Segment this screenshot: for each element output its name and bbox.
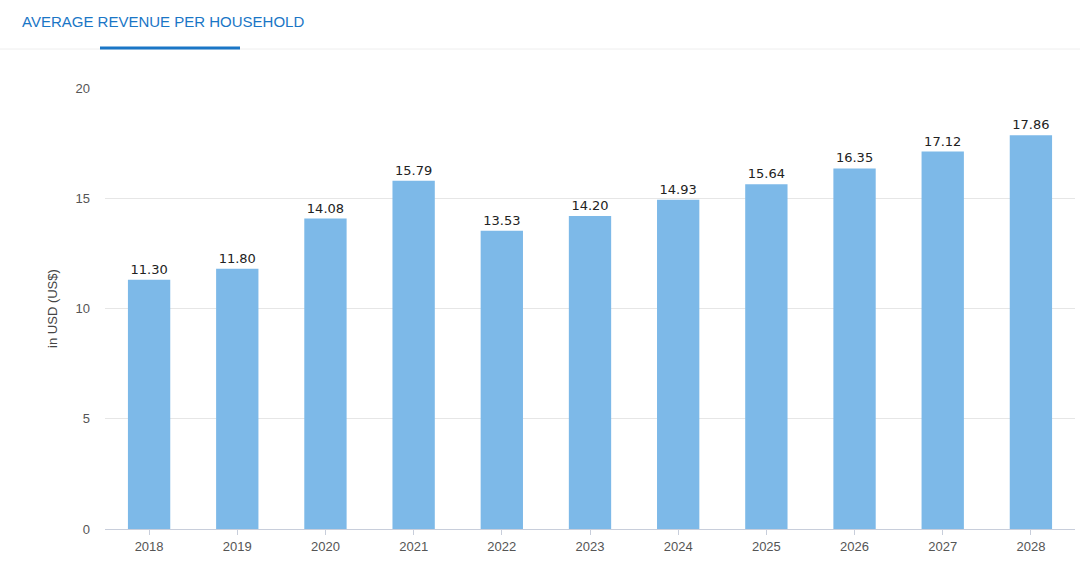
svg-text:13.53: 13.53 [483, 213, 520, 228]
svg-text:16.35: 16.35 [836, 150, 873, 165]
svg-text:14.93: 14.93 [660, 182, 697, 197]
svg-text:2023: 2023 [576, 539, 605, 554]
svg-text:15.79: 15.79 [395, 163, 432, 178]
svg-text:AVERAGE REVENUE PER HOUSEHOLD: AVERAGE REVENUE PER HOUSEHOLD [22, 13, 304, 30]
svg-text:11.30: 11.30 [130, 262, 167, 277]
svg-text:2025: 2025 [752, 539, 781, 554]
svg-text:2027: 2027 [928, 539, 957, 554]
svg-text:17.86: 17.86 [1012, 117, 1049, 132]
svg-text:10: 10 [76, 301, 90, 316]
svg-text:in USD (US$): in USD (US$) [45, 269, 60, 348]
svg-text:2022: 2022 [487, 539, 516, 554]
svg-text:2021: 2021 [399, 539, 428, 554]
svg-text:5: 5 [83, 411, 90, 426]
svg-text:17.12: 17.12 [924, 134, 961, 149]
svg-text:2018: 2018 [135, 539, 164, 554]
svg-text:15.64: 15.64 [748, 166, 785, 181]
svg-text:14.08: 14.08 [307, 201, 344, 216]
svg-text:0: 0 [83, 522, 90, 537]
svg-text:15: 15 [76, 191, 90, 206]
svg-text:20: 20 [76, 81, 90, 96]
svg-text:2026: 2026 [840, 539, 869, 554]
svg-text:2024: 2024 [664, 539, 693, 554]
svg-text:2020: 2020 [311, 539, 340, 554]
svg-text:2019: 2019 [223, 539, 252, 554]
svg-text:11.80: 11.80 [219, 251, 256, 266]
svg-text:14.20: 14.20 [571, 198, 608, 213]
svg-text:2028: 2028 [1016, 539, 1045, 554]
